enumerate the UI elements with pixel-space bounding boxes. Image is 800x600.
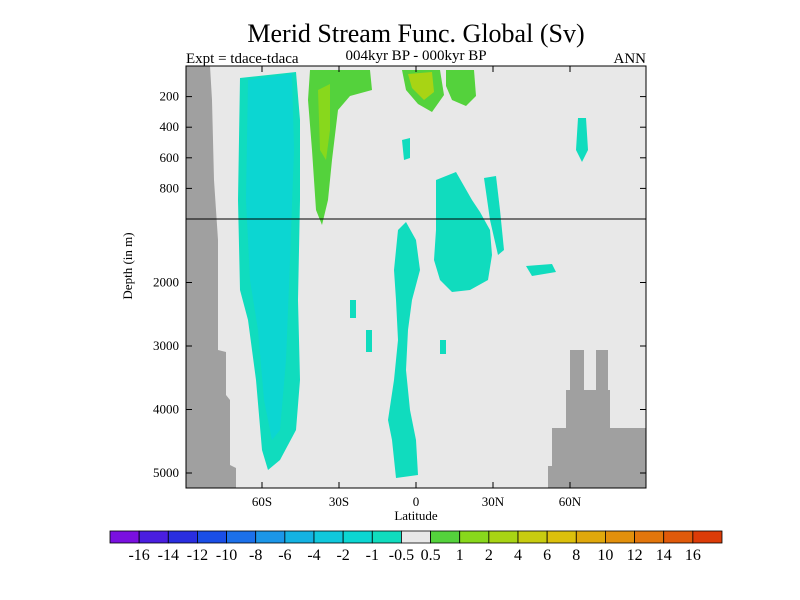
region-surface-cell-10n [446,70,476,106]
colorbar-label-2: -12 [187,547,208,564]
y-axis-label: Depth (in m) [120,232,135,299]
colorbar-swatch-10 [401,530,431,544]
season-label: ANN [614,51,647,67]
experiment-label: Expt = tdace-tdaca [186,51,299,67]
colorbar-swatch-12 [459,530,490,544]
region-small-patch-6 [440,340,446,354]
colorbar-swatch-0 [109,530,140,544]
colorbar-label-18: 14 [656,547,672,564]
colorbar-swatch-5 [255,530,286,544]
colorbar-swatch-19 [663,530,694,544]
colorbar-swatch-15 [546,530,577,544]
x-tick-label-1: 30S [329,494,349,509]
colorbar-swatch-9 [371,530,402,544]
colorbar-swatch-17 [605,530,635,544]
colorbar-label-17: 12 [627,547,643,564]
x-axis-ticks: 60S 30S 0 30N 60N [252,66,582,509]
colorbar-label-1: -14 [158,547,179,564]
region-upper-cell-30s-core [318,84,330,160]
region-small-patch-5 [366,330,372,352]
colorbar-swatch-13 [488,530,519,544]
x-tick-label-4: 60N [559,494,582,509]
colorbar-label-12: 2 [485,547,493,564]
y-tick-label-5: 3000 [153,338,179,353]
region-small-patch-1 [402,138,410,160]
colorbar-label-19: 16 [685,547,701,564]
colorbar-label-13: 4 [514,547,522,564]
region-midlat-patch-a [434,172,492,292]
region-equator-column [388,222,420,478]
colorbar-swatch-18 [634,530,665,544]
x-axis-label: Latitude [394,508,438,523]
arctic-ridge [548,350,646,488]
colorbar: -16 -14 -12 -10 -8 -6 -4 -2 -1 -0.5 0.5 1 2 4 6 8 10 12 14… [109,530,723,564]
colorbar-label-7: -2 [336,547,349,564]
colorbar-label-9: -0.5 [389,547,414,564]
colorbar-swatch-4 [226,530,257,544]
colorbar-label-15: 8 [572,547,580,564]
period-label: 004kyr BP - 000kyr BP [345,48,486,64]
colorbar-label-6: -4 [307,547,320,564]
chart-title: Merid Stream Func. Global (Sv) [247,19,584,48]
y-tick-label-3: 800 [160,180,180,195]
x-tick-label-3: 30N [482,494,505,509]
y-tick-label-0: 200 [160,89,180,104]
colorbar-swatch-11 [430,530,461,544]
colorbar-label-10: 0.5 [421,547,441,564]
colorbar-swatch-7 [313,530,344,544]
colorbar-label-5: -6 [278,547,291,564]
topography [186,66,646,488]
antarctic-land [186,66,236,488]
colorbar-label-3: -10 [216,547,237,564]
colorbar-label-8: -1 [366,547,379,564]
colorbar-swatch-6 [284,530,315,544]
colorbar-label-0: -16 [128,547,149,564]
colorbar-swatch-1 [138,530,169,544]
y-tick-label-6: 4000 [153,402,179,417]
y-tick-label-4: 2000 [153,275,179,290]
colorbar-label-11: 1 [456,547,464,564]
region-small-patch-3 [526,264,556,276]
region-midlat-patch-b [484,176,504,255]
y-tick-label-1: 400 [160,119,180,134]
y-tick-label-2: 600 [160,150,180,165]
colorbar-swatch-20 [692,530,723,544]
colorbar-label-4: -8 [249,547,262,564]
colorbar-swatch-14 [517,530,548,544]
colorbar-swatch-16 [575,530,606,544]
region-small-patch-2 [576,118,588,162]
colorbar-label-14: 6 [543,547,551,564]
colorbar-swatch-2 [167,530,198,544]
region-surface-cell-eq-core [408,72,434,100]
contour-fills [238,70,588,478]
x-tick-label-0: 60S [252,494,272,509]
region-southern-core [246,74,294,440]
colorbar-swatch-3 [197,530,227,544]
region-small-patch-4 [350,300,356,318]
y-axis-ticks: 200 400 600 800 2000 3000 4000 5000 [153,89,646,480]
colorbar-label-16: 10 [597,547,613,564]
colorbar-swatch-8 [342,530,373,544]
x-tick-label-2: 0 [413,494,420,509]
y-tick-label-7: 5000 [153,465,179,480]
